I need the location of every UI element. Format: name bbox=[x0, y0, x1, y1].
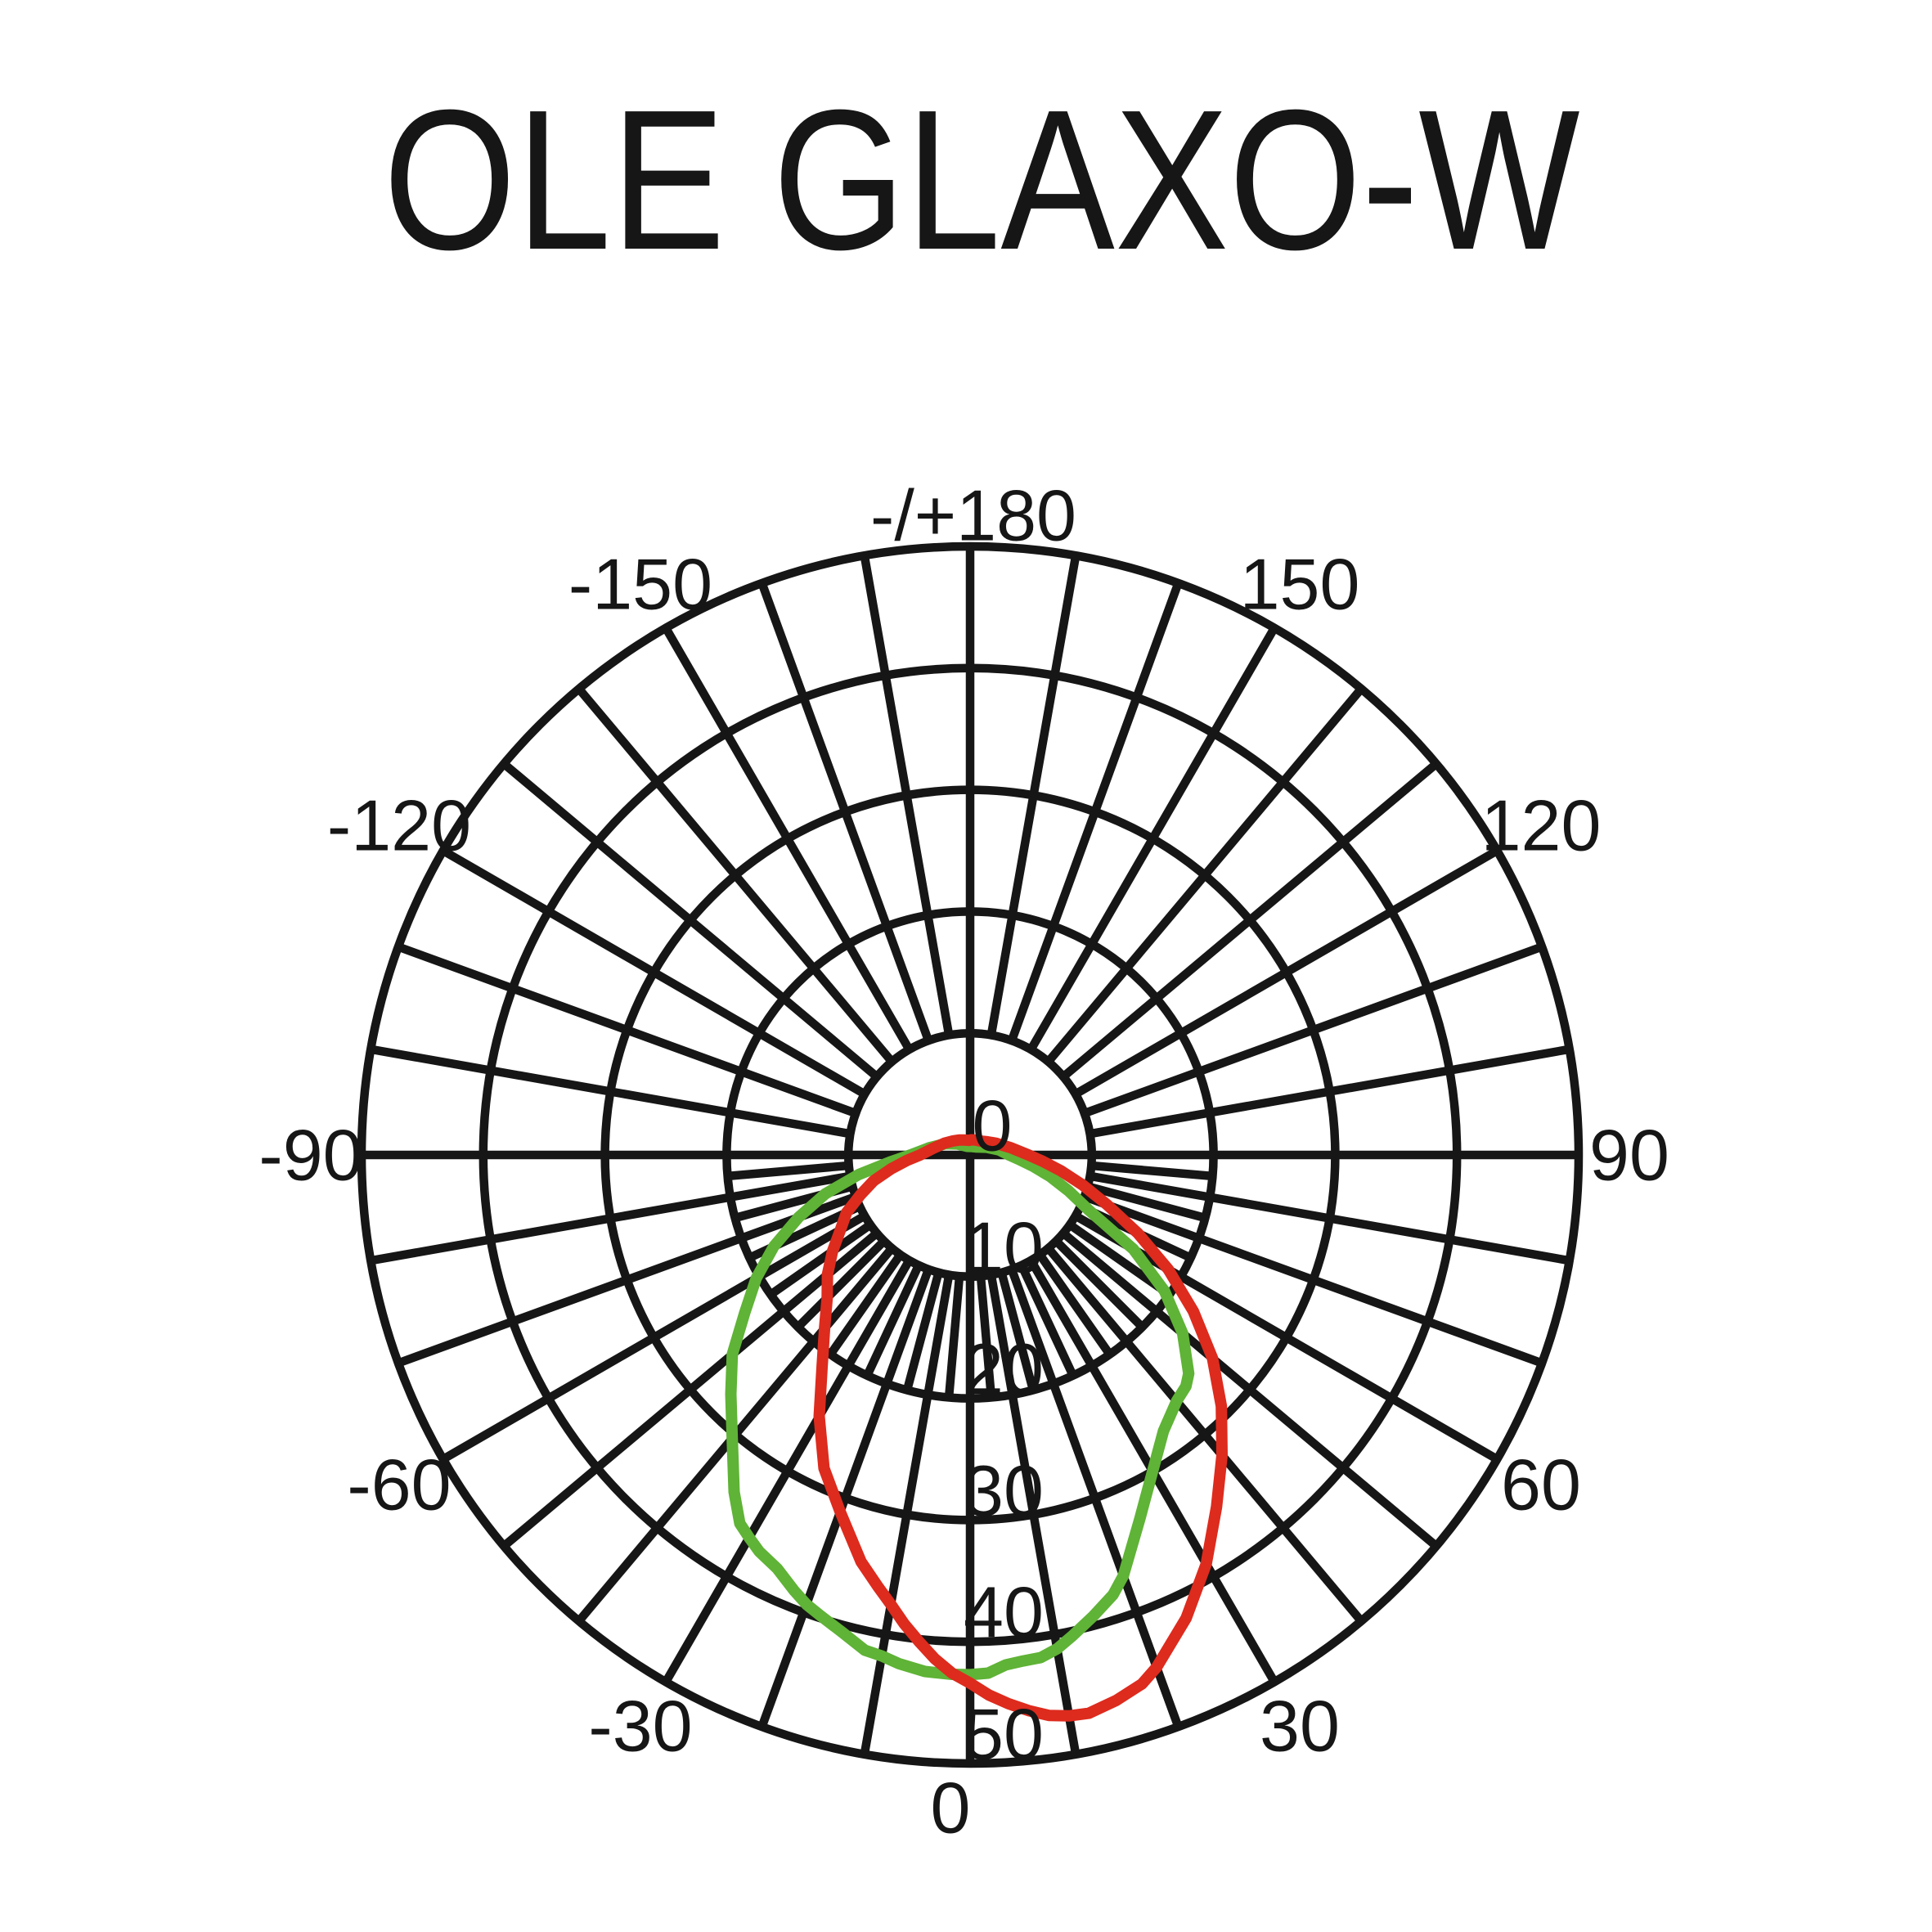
grid-spoke bbox=[397, 1192, 857, 1368]
grid-spoke bbox=[1007, 582, 1183, 1042]
radial-label-30: 30 bbox=[964, 1450, 1044, 1531]
grid-spoke bbox=[1027, 626, 1278, 1052]
radial-label-50: 50 bbox=[964, 1694, 1044, 1775]
curve-red-plane-curve bbox=[813, 1134, 1228, 1722]
grid-fine-spoke bbox=[1090, 1161, 1213, 1181]
grid-spoke bbox=[1007, 1268, 1183, 1728]
angle-label-180: -/+180 bbox=[870, 475, 1076, 556]
angle-label-90: 90 bbox=[1589, 1115, 1669, 1196]
angle-label-60: 60 bbox=[1501, 1445, 1581, 1525]
grid-spoke bbox=[662, 1258, 914, 1684]
grid-spoke bbox=[501, 1229, 880, 1550]
grid-fine-spoke bbox=[768, 1221, 874, 1298]
grid-spoke bbox=[370, 1045, 851, 1139]
grid-spoke bbox=[860, 555, 954, 1036]
grid-spoke bbox=[986, 1274, 1081, 1755]
grid-fine-spoke bbox=[727, 1161, 850, 1181]
angle-label-150: 150 bbox=[1240, 544, 1360, 625]
angle-label--60: -60 bbox=[347, 1445, 451, 1525]
angle-label--30: -30 bbox=[588, 1686, 692, 1767]
grid-spoke bbox=[441, 1211, 867, 1463]
grid-spoke bbox=[1045, 685, 1365, 1065]
radial-label-20: 20 bbox=[964, 1328, 1044, 1409]
grid-spoke bbox=[1083, 1192, 1543, 1368]
grid-spoke bbox=[986, 555, 1081, 1036]
grid-spoke bbox=[662, 626, 914, 1052]
grid-fine-spoke bbox=[1086, 1182, 1206, 1223]
angle-label--150: -150 bbox=[568, 544, 712, 625]
grid-spoke bbox=[757, 1268, 933, 1728]
angle-label-120: 120 bbox=[1481, 785, 1602, 866]
grid-fine-spoke bbox=[976, 1275, 996, 1398]
chart-title: OLE GLAXO-W bbox=[384, 68, 1580, 291]
grid-spoke bbox=[1060, 1229, 1440, 1550]
radial-label-10: 10 bbox=[964, 1206, 1044, 1287]
grid-fine-spoke bbox=[794, 1238, 887, 1331]
grid-fine-spoke bbox=[902, 1271, 943, 1391]
grid-fine-spoke bbox=[827, 1251, 904, 1357]
angle-label--120: -120 bbox=[327, 785, 471, 866]
grid-spoke bbox=[1089, 1171, 1570, 1265]
angle-label-30: 30 bbox=[1260, 1686, 1340, 1767]
angle-label-0: 0 bbox=[931, 1768, 971, 1849]
grid-spoke bbox=[1045, 1245, 1365, 1624]
radial-label-0: 0 bbox=[973, 1085, 1013, 1166]
radial-label-40: 40 bbox=[964, 1572, 1044, 1653]
grid-spoke bbox=[1060, 760, 1440, 1081]
grid-spoke bbox=[370, 1171, 851, 1265]
grid-fine-spoke bbox=[1036, 1251, 1113, 1357]
grid-spoke bbox=[441, 847, 867, 1099]
grid-fine-spoke bbox=[1018, 1263, 1077, 1377]
angle-label--90: -90 bbox=[258, 1115, 362, 1196]
grid-spoke bbox=[397, 942, 857, 1118]
grid-spoke bbox=[575, 685, 896, 1065]
grid-spoke bbox=[1083, 942, 1543, 1118]
grid-fine-spoke bbox=[1053, 1238, 1146, 1331]
grid-fine-spoke bbox=[997, 1271, 1038, 1391]
grid-spoke bbox=[1089, 1045, 1570, 1139]
grid-fine-spoke bbox=[863, 1263, 923, 1377]
curve-green-plane-curve bbox=[725, 1138, 1195, 1681]
grid-spoke bbox=[860, 1274, 954, 1755]
grid-spoke bbox=[501, 760, 880, 1081]
grid-spoke bbox=[1073, 847, 1499, 1099]
grid-fine-spoke bbox=[944, 1275, 964, 1398]
grid-spoke bbox=[757, 582, 933, 1042]
